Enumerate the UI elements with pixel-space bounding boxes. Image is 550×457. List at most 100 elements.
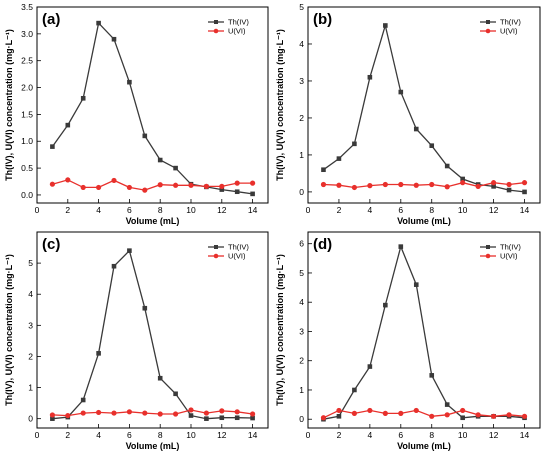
data-point	[80, 95, 86, 101]
x-tick-label: 8	[158, 430, 163, 440]
data-point	[250, 411, 256, 417]
plot-frame	[307, 231, 541, 429]
x-tick-label: 0	[35, 430, 40, 440]
data-point	[429, 413, 435, 419]
x-tick-label: 14	[248, 430, 258, 440]
data-point	[219, 187, 225, 192]
data-point	[234, 189, 240, 195]
data-point	[234, 415, 240, 421]
data-point	[475, 183, 481, 189]
y-tick-label: 0.0	[21, 190, 33, 200]
data-point	[521, 413, 528, 419]
data-point	[142, 133, 148, 139]
x-tick-label: 10	[458, 205, 468, 215]
y-tick-label: 1	[28, 383, 33, 393]
legend-label: U(VI)	[228, 252, 246, 261]
data-point	[96, 184, 102, 191]
data-point	[250, 191, 255, 197]
data-point	[491, 180, 497, 186]
data-point	[321, 167, 326, 173]
data-point	[444, 412, 450, 418]
data-point	[522, 189, 527, 195]
data-point	[203, 183, 209, 189]
data-point	[234, 180, 240, 186]
series-line-1	[52, 249, 253, 420]
data-point	[173, 182, 179, 188]
data-point	[320, 181, 327, 188]
data-point	[188, 413, 194, 418]
y-tick-label: 0.5	[21, 163, 33, 173]
y-tick-label: 4	[299, 297, 304, 307]
legend-marker	[213, 28, 219, 34]
y-tick-label: 0	[299, 414, 304, 424]
y-tick-label: 1	[299, 385, 304, 395]
data-point	[188, 182, 194, 188]
x-tick-label: 8	[429, 205, 434, 215]
data-point	[460, 176, 465, 182]
legend-label: Th(IV)	[228, 18, 249, 27]
x-tick-label: 14	[248, 205, 258, 215]
data-point	[444, 163, 450, 169]
y-tick-label: 6	[299, 239, 304, 249]
data-point	[173, 411, 179, 417]
data-point	[80, 410, 86, 416]
data-point	[219, 415, 225, 421]
x-tick-label: 6	[127, 430, 132, 440]
data-point	[50, 144, 55, 149]
y-tick-label: 1.0	[21, 136, 33, 146]
data-point	[204, 416, 209, 421]
y-axis-label: Th(IV), U(VI) concentration (mg·L⁻¹)	[4, 254, 14, 406]
y-tick-label: 0	[299, 187, 304, 197]
chart-panel-1: 0 2 4 6 8 10 12 14 0.0 0.5 1.0 1.5 2.0 2.5 3.0 3.5 Volum…	[4, 2, 269, 226]
data-point	[188, 407, 194, 413]
y-tick-label: 3.5	[21, 2, 33, 12]
data-point	[382, 410, 388, 416]
y-tick-label: 4	[299, 39, 304, 49]
data-point	[398, 89, 404, 95]
data-point	[352, 387, 357, 393]
series-line-1	[51, 21, 253, 195]
series-line-1	[323, 22, 525, 193]
legend-marker	[485, 28, 491, 34]
plot-frame	[36, 231, 269, 429]
data-point	[351, 410, 357, 416]
data-point	[127, 248, 132, 253]
x-tick-label: 10	[458, 430, 468, 440]
data-point	[111, 410, 117, 416]
x-tick-label: 12	[217, 430, 227, 440]
data-point	[491, 413, 497, 419]
data-point	[382, 181, 388, 188]
x-tick-label: 4	[96, 205, 101, 215]
y-tick-label: 2.0	[21, 83, 33, 93]
data-point	[234, 409, 240, 415]
data-point	[383, 23, 388, 28]
data-point	[460, 407, 466, 414]
data-point	[460, 180, 466, 186]
data-point	[429, 181, 435, 188]
x-axis-label: Volume (mL)	[397, 216, 451, 226]
legend-marker	[485, 253, 491, 259]
data-point	[80, 397, 86, 403]
panel-label: (a)	[42, 11, 60, 28]
data-point	[157, 375, 163, 381]
x-tick-label: 2	[337, 205, 342, 215]
data-point	[203, 410, 209, 416]
data-point	[336, 407, 342, 414]
data-point	[96, 351, 101, 356]
data-point	[444, 402, 450, 407]
data-point	[506, 412, 512, 418]
data-point	[111, 263, 117, 269]
legend-marker	[214, 20, 218, 24]
data-point	[398, 410, 404, 416]
x-tick-label: 10	[186, 205, 196, 215]
data-point	[219, 183, 225, 189]
data-point	[157, 157, 163, 163]
data-point	[444, 184, 450, 190]
x-tick-label: 0	[35, 205, 40, 215]
y-tick-label: 4	[28, 289, 33, 299]
data-point	[111, 36, 117, 42]
